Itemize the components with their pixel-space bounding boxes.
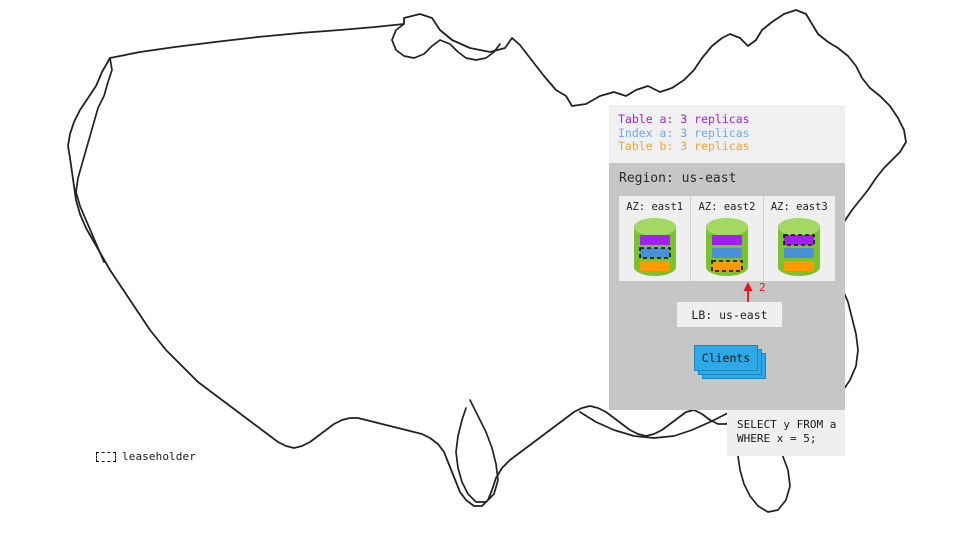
load-balancer-label: LB: us-east: [691, 307, 768, 322]
sql-query-box: SELECT y FROM a WHERE x = 5;: [727, 410, 845, 456]
dashed-rect-icon: [96, 451, 116, 462]
clients-sheet-front: Clients: [694, 345, 758, 371]
replica-legend-row-table-b: Table b: 3 replicas: [618, 139, 750, 153]
database-cylinder-icon: [704, 218, 750, 276]
leaseholder-legend: leaseholder: [96, 450, 196, 463]
az-label-east3: AZ: east3: [770, 201, 828, 213]
database-cylinder-icon: [776, 218, 822, 276]
sql-line-1: SELECT y FROM a: [737, 418, 837, 431]
availability-zone-east2[interactable]: AZ: east2: [691, 196, 764, 281]
replica-legend-panel: Table a: 3 replicas Index a: 3 replicas …: [609, 105, 845, 163]
clients-stack[interactable]: Clients: [694, 345, 768, 379]
load-balancer-box[interactable]: LB: us-east: [677, 302, 782, 327]
az-label-east1: AZ: east1: [626, 201, 684, 213]
route-hop-number: 2: [759, 281, 766, 294]
clients-label: Clients: [701, 351, 751, 365]
leaseholder-legend-label: leaseholder: [122, 450, 196, 463]
availability-zone-east1[interactable]: AZ: east1: [619, 196, 692, 281]
replica-legend-row-table-a: Table a: 3 replicas: [618, 112, 750, 126]
database-cylinder-icon: [632, 218, 678, 276]
availability-zone-east3[interactable]: AZ: east3: [764, 196, 835, 281]
availability-zone-container: AZ: east1 AZ: east2: [619, 196, 835, 281]
sql-line-2: WHERE x = 5;: [737, 431, 817, 445]
region-title: Region: us-east: [619, 171, 737, 186]
az-label-east2: AZ: east2: [698, 201, 756, 213]
replica-legend-row-index-a: Index a: 3 replicas: [618, 125, 750, 140]
